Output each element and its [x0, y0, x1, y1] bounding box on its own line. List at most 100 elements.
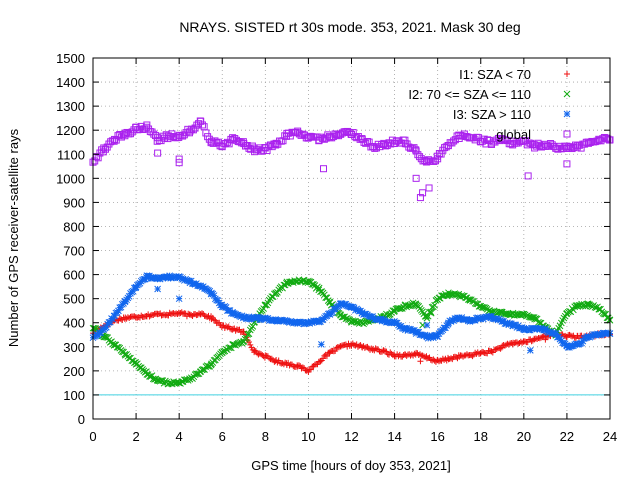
data-point — [474, 349, 481, 356]
data-point — [364, 343, 371, 350]
data-point — [337, 343, 344, 350]
data-point — [582, 334, 589, 342]
data-point — [320, 355, 327, 362]
data-point — [266, 355, 273, 362]
data-point — [358, 309, 366, 316]
data-point — [388, 319, 395, 327]
outlier-point — [416, 194, 424, 202]
data-point — [295, 362, 302, 369]
data-point — [547, 328, 554, 336]
data-point — [345, 302, 352, 310]
x-tick-label: 24 — [603, 429, 617, 444]
data-point — [224, 324, 231, 331]
outlier-point — [317, 341, 325, 348]
data-point — [492, 346, 499, 353]
data-point — [383, 348, 390, 355]
data-point — [496, 345, 503, 352]
data-point — [445, 319, 452, 327]
data-point — [211, 316, 218, 323]
data-point — [129, 287, 137, 295]
data-point — [427, 308, 435, 316]
x-tick-label: 16 — [430, 429, 444, 444]
data-point — [230, 310, 238, 317]
data-point — [434, 333, 442, 340]
x-tick-label: 14 — [387, 429, 401, 444]
data-point — [138, 312, 145, 319]
y-tick-label: 200 — [63, 364, 85, 379]
data-point — [166, 272, 174, 280]
y-tick-label: 300 — [63, 340, 85, 355]
chart-title: NRAYS. SISTED rt 30s mode. 353, 2021. Ma… — [179, 19, 520, 35]
data-point — [308, 366, 315, 373]
data-point — [478, 303, 486, 311]
series-layer — [89, 117, 614, 388]
data-point — [460, 353, 467, 360]
data-point — [326, 349, 333, 356]
data-point — [249, 323, 257, 330]
data-point — [143, 121, 151, 129]
legend-label: global — [496, 127, 531, 142]
y-tick-label: 1200 — [56, 123, 85, 138]
data-point — [417, 351, 424, 358]
data-point — [344, 343, 351, 350]
data-point — [497, 308, 504, 316]
data-point — [332, 347, 339, 354]
y-tick-label: 1000 — [56, 171, 85, 186]
data-point — [591, 331, 599, 339]
data-point — [111, 312, 118, 320]
data-point — [360, 311, 367, 318]
legend-marker — [563, 130, 571, 138]
y-tick-label: 1300 — [56, 99, 85, 114]
data-point — [153, 137, 161, 145]
data-point — [240, 328, 247, 335]
data-point — [149, 273, 157, 281]
x-tick-label: 8 — [262, 429, 269, 444]
data-point — [442, 324, 449, 332]
outlier-point — [175, 295, 183, 303]
data-point — [204, 313, 211, 320]
data-point — [273, 356, 280, 363]
x-tick-label: 2 — [132, 429, 139, 444]
data-point — [199, 310, 206, 317]
outlier-point — [542, 336, 549, 343]
data-point — [424, 334, 432, 342]
data-point — [404, 302, 412, 309]
data-point — [333, 344, 340, 351]
data-point — [317, 358, 324, 365]
y-tick-label: 900 — [63, 195, 85, 210]
legend-marker — [564, 71, 570, 77]
data-point — [126, 314, 133, 321]
data-point — [513, 339, 520, 346]
data-point — [94, 154, 102, 162]
data-point — [393, 319, 401, 327]
data-point — [604, 135, 612, 143]
data-point — [251, 347, 258, 354]
data-point — [97, 329, 105, 336]
data-point — [432, 157, 440, 165]
data-point — [387, 349, 394, 356]
x-axis-label: GPS time [hours of doy 353, 2021] — [251, 458, 450, 473]
data-point — [165, 312, 172, 319]
outlier-point — [319, 165, 327, 173]
legend-marker — [563, 90, 571, 98]
data-point — [119, 317, 126, 324]
data-point — [268, 355, 275, 362]
legend-marker — [563, 110, 571, 118]
data-point — [534, 335, 541, 342]
data-point — [243, 334, 250, 342]
data-point — [208, 316, 215, 323]
x-tick-label: 10 — [301, 429, 315, 444]
outlier-point — [427, 309, 435, 317]
outlier-point — [154, 149, 162, 157]
y-tick-label: 600 — [63, 268, 85, 283]
data-point — [396, 305, 404, 313]
data-point — [210, 292, 218, 299]
outlier-point — [175, 155, 183, 163]
data-point — [431, 301, 439, 309]
x-tick-label: 18 — [474, 429, 488, 444]
y-tick-label: 1500 — [56, 51, 85, 66]
legend-label: I2: 70 <= SZA <= 110 — [408, 87, 531, 102]
data-point — [175, 273, 183, 280]
x-tick-label: 4 — [176, 429, 183, 444]
